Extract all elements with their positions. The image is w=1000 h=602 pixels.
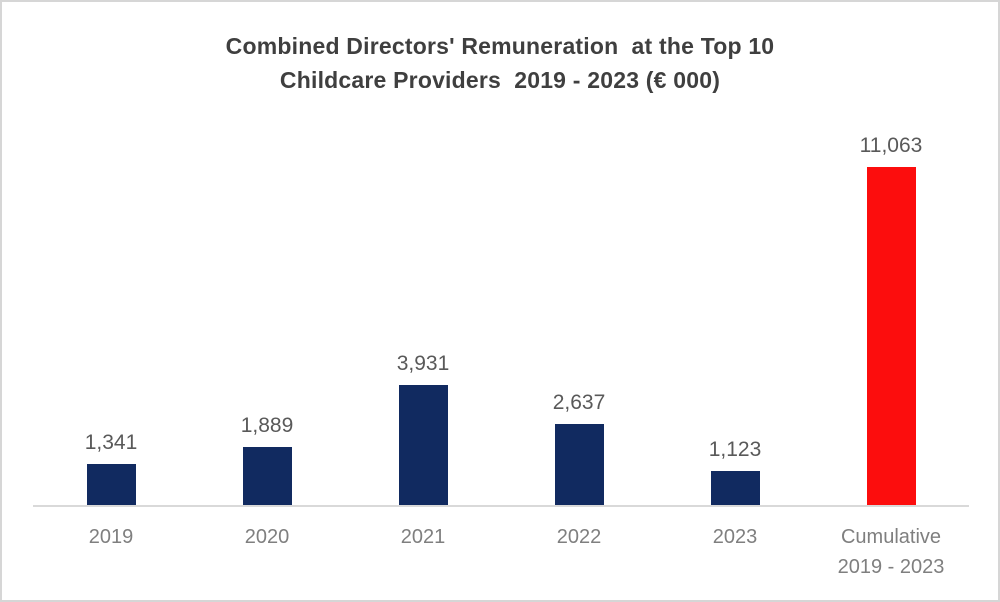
- chart-title: Combined Directors' Remuneration at the …: [2, 29, 998, 97]
- chart-title-line-2: Childcare Providers 2019 - 2023 (€ 000): [279, 67, 721, 93]
- bar-2021: [398, 385, 448, 505]
- bar-data-label: 2,637: [552, 391, 606, 414]
- bar-2022: [554, 424, 604, 505]
- bar-column: 11,063: [813, 120, 969, 505]
- bar-column: 1,341: [33, 120, 189, 505]
- x-axis-label: 2022: [556, 526, 602, 548]
- bar-2019: [86, 464, 136, 505]
- chart-title-line-1: Combined Directors' Remuneration at the …: [225, 33, 775, 59]
- bar-column: 2,637: [501, 120, 657, 505]
- bar-column: 3,931: [345, 120, 501, 505]
- x-axis-label: 2019: [88, 526, 134, 548]
- x-axis-label: 2021: [400, 526, 446, 548]
- bar-column: 1,889: [189, 120, 345, 505]
- plot-area: 1,341 1,889 3,931 2,637 1,123 11,063: [33, 120, 969, 507]
- bar-column: 1,123: [657, 120, 813, 505]
- bar-data-label: 1,123: [708, 438, 762, 461]
- bar-cumulative: [866, 167, 916, 505]
- bar-data-label: 3,931: [396, 352, 450, 375]
- x-axis-label: 2023: [712, 526, 758, 548]
- x-axis-label: 2020: [244, 526, 290, 548]
- bar-data-label: 11,063: [859, 134, 923, 157]
- bar-2023: [710, 471, 760, 505]
- bar-data-label: 1,889: [240, 414, 294, 437]
- bar-data-label: 1,341: [84, 431, 138, 454]
- x-axis-labels: 2019 2020 2021 2022 2023 Cumulative 2019 - 20…: [33, 522, 969, 582]
- x-axis-label: Cumulative 2019 - 2023: [837, 526, 945, 578]
- bar-2020: [242, 447, 292, 505]
